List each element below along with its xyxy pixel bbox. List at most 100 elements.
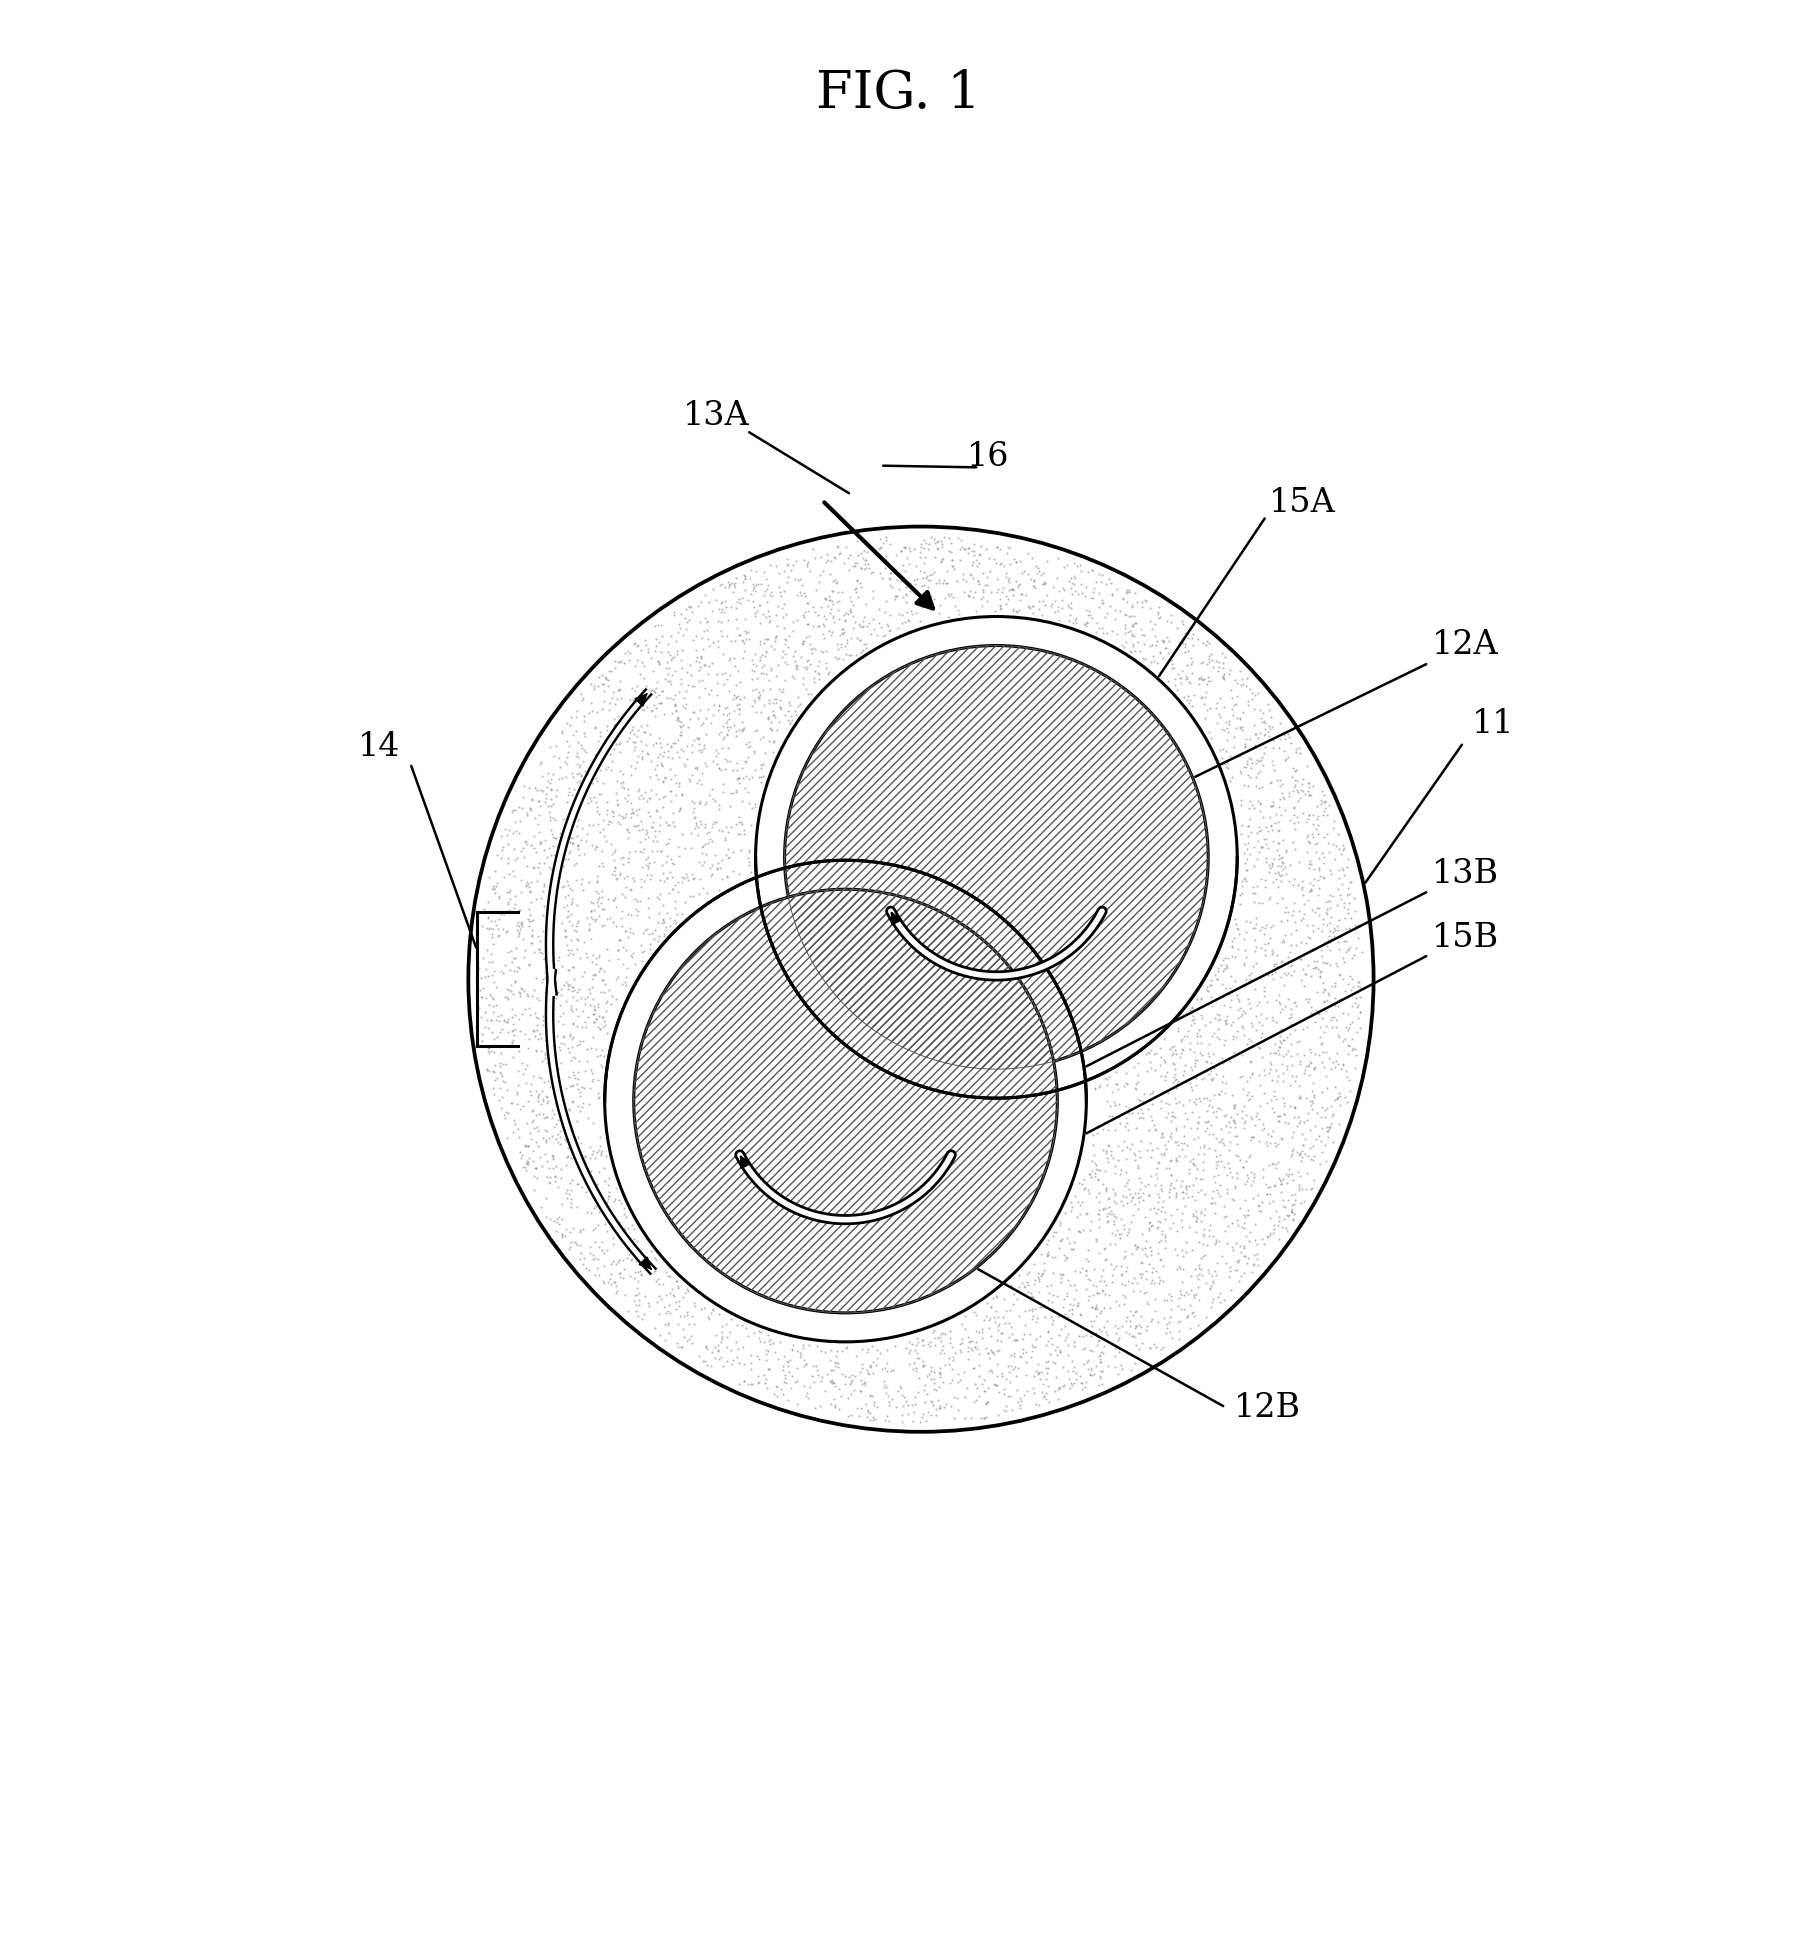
Point	[1231, 727, 1260, 758]
Point	[1200, 1018, 1229, 1049]
Point	[1141, 1255, 1170, 1286]
Point	[758, 737, 787, 768]
Point	[1270, 896, 1299, 927]
Point	[593, 985, 622, 1016]
Point	[640, 826, 668, 857]
Point	[609, 863, 638, 894]
Point	[476, 938, 505, 970]
Point	[1242, 762, 1270, 793]
Point	[1175, 684, 1204, 715]
Point	[974, 543, 1003, 574]
Point	[1238, 684, 1267, 715]
Circle shape	[785, 646, 1208, 1068]
Point	[1247, 741, 1276, 772]
Point	[972, 1388, 1001, 1419]
Point	[643, 906, 672, 937]
Point	[1305, 873, 1333, 904]
Point	[516, 1080, 544, 1111]
Point	[1211, 1004, 1240, 1035]
Point	[1143, 624, 1172, 655]
Point	[629, 917, 658, 948]
Point	[1146, 1173, 1175, 1204]
Point	[634, 1287, 663, 1319]
Point	[1199, 652, 1227, 683]
Point	[960, 539, 988, 570]
Point	[1244, 818, 1272, 849]
Point	[553, 1142, 582, 1173]
Point	[519, 1146, 548, 1177]
Point	[1308, 977, 1337, 1008]
Point	[1057, 1233, 1085, 1264]
Point	[866, 1338, 895, 1369]
Point	[589, 669, 618, 700]
Point	[602, 1270, 631, 1301]
Point	[1235, 762, 1263, 793]
Point	[1159, 1099, 1188, 1130]
Point	[523, 1115, 552, 1146]
Point	[636, 863, 665, 894]
Point	[543, 1206, 571, 1237]
Point	[667, 706, 695, 737]
Point	[1049, 1284, 1078, 1315]
Point	[816, 545, 845, 576]
Point	[1145, 1225, 1173, 1256]
Point	[920, 1363, 949, 1394]
Point	[620, 735, 649, 766]
Point	[1202, 1247, 1231, 1278]
Point	[677, 729, 706, 760]
Point	[1231, 731, 1260, 762]
Point	[525, 1140, 553, 1171]
Point	[1114, 1214, 1143, 1245]
Point	[956, 558, 985, 589]
Point	[751, 564, 780, 595]
Point	[602, 1249, 631, 1280]
Point	[1184, 1082, 1213, 1113]
Point	[566, 748, 595, 779]
Point	[598, 884, 627, 915]
Point	[1186, 1163, 1215, 1194]
Point	[683, 812, 712, 843]
Point	[1209, 989, 1238, 1020]
Point	[1019, 1330, 1048, 1361]
Point	[1073, 1274, 1102, 1305]
Point	[1204, 999, 1233, 1030]
Point	[1182, 1200, 1211, 1231]
Point	[1170, 632, 1199, 663]
Point	[642, 667, 670, 698]
Point	[636, 1255, 665, 1286]
Point	[1127, 613, 1155, 644]
Point	[532, 948, 561, 979]
Point	[1310, 779, 1339, 811]
Point	[1305, 801, 1333, 832]
Point	[999, 574, 1028, 605]
Point	[1294, 921, 1323, 952]
Point	[1163, 1146, 1191, 1177]
Point	[722, 681, 751, 712]
Point	[902, 1353, 931, 1384]
Point	[586, 1039, 615, 1070]
Point	[519, 820, 548, 851]
Point	[494, 830, 523, 861]
Point	[1121, 1311, 1150, 1342]
Point	[1256, 1218, 1285, 1249]
Point	[1217, 1161, 1245, 1192]
Point	[636, 745, 665, 776]
Point	[571, 1142, 600, 1173]
Point	[873, 1390, 902, 1421]
Point	[794, 1330, 823, 1361]
Point	[854, 1357, 882, 1388]
Point	[683, 752, 712, 783]
Point	[803, 652, 832, 683]
Point	[627, 694, 656, 725]
Point	[1182, 1218, 1211, 1249]
Point	[1181, 1063, 1209, 1094]
Point	[536, 979, 564, 1010]
Point	[719, 1344, 748, 1375]
Point	[954, 1320, 983, 1351]
Point	[559, 1008, 588, 1039]
Point	[898, 1406, 927, 1437]
Point	[1211, 1008, 1240, 1039]
Point	[1308, 1002, 1337, 1033]
Point	[1240, 886, 1269, 917]
Point	[519, 904, 548, 935]
